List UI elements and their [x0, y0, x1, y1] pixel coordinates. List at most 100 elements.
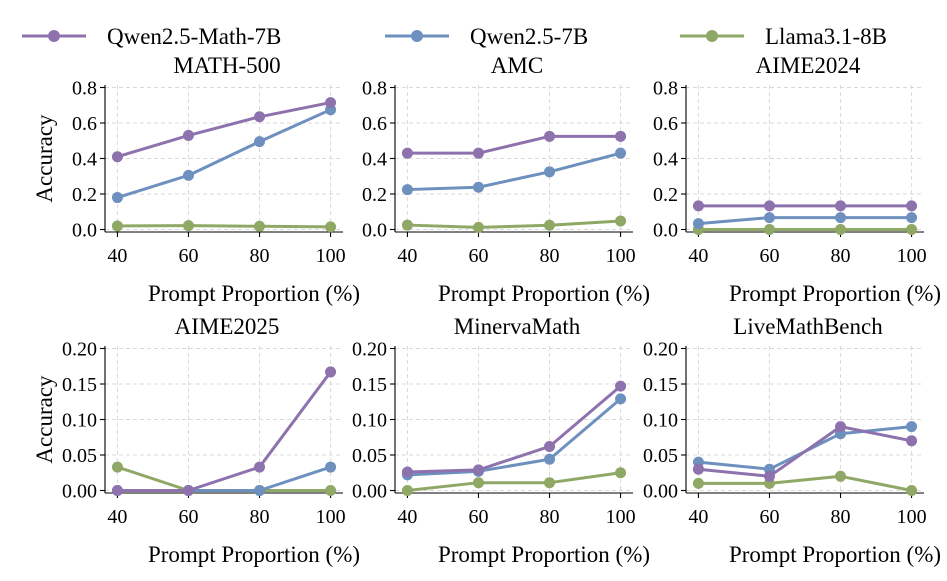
series-qwen2-5-7b [692, 212, 918, 230]
y-axis-label: Accuracy [32, 375, 57, 464]
x-tick-label: 100 [897, 245, 927, 267]
x-tick-label: 40 [397, 245, 417, 267]
series-llama3-1-8b [692, 224, 918, 235]
x-tick-label: 100 [316, 506, 346, 528]
data-point [615, 147, 627, 159]
legend-entry: Llama3.1-8B [680, 24, 887, 49]
series-line [407, 219, 621, 229]
x-tick-label: 100 [316, 245, 346, 267]
data-point [763, 470, 775, 482]
series-qwen2-5-math-7b [111, 366, 337, 496]
data-point [544, 166, 556, 178]
panel-math-500: MATH-500 0.0 0.2 0.4 0.6 0.8 40 60 80 100 Prompt P… [32, 53, 360, 306]
data-point [325, 97, 337, 109]
y-tick-label: 0.6 [653, 113, 678, 135]
data-point [254, 461, 266, 473]
data-point [401, 466, 413, 478]
data-point [401, 219, 413, 231]
panel-minervamath: MinervaMath 0.00 0.05 0.10 0.15 0.20 40 60 80 100… [352, 314, 650, 567]
y-tick-label: 0.15 [352, 374, 387, 396]
y-tick-label: 0.00 [643, 481, 678, 503]
data-point [544, 477, 556, 489]
data-point [692, 200, 704, 212]
x-tick-label: 60 [468, 506, 488, 528]
x-axis-label: Prompt Proportion (%) [729, 542, 941, 567]
x-tick-label: 100 [606, 506, 636, 528]
x-tick-label: 60 [468, 245, 488, 267]
panel-title: AMC [491, 53, 543, 78]
legend: Qwen2.5-Math-7B Qwen2.5-7B Llama3.1-8B [22, 24, 887, 49]
data-point [906, 421, 918, 433]
legend-entry: Qwen2.5-Math-7B [22, 24, 281, 49]
legend-marker [411, 30, 423, 42]
y-tick-label: 0.20 [62, 339, 97, 361]
x-axis-label: Prompt Proportion (%) [438, 542, 650, 567]
x-tick-label: 40 [688, 245, 708, 267]
data-point [835, 212, 847, 224]
series-llama3-1-8b [692, 470, 918, 496]
data-point [472, 464, 484, 476]
data-point [544, 440, 556, 452]
data-point [835, 421, 847, 433]
y-tick-label: 0.2 [362, 184, 387, 206]
y-tick-label: 0.15 [643, 374, 678, 396]
data-point [906, 212, 918, 224]
data-point [401, 485, 413, 496]
x-tick-label: 80 [250, 506, 270, 528]
y-tick-label: 0.05 [352, 445, 387, 467]
data-point [182, 485, 194, 496]
data-point [111, 192, 123, 204]
y-tick-label: 0.05 [62, 445, 97, 467]
series-line [698, 216, 912, 226]
series-llama3-1-8b [401, 215, 627, 233]
series-line [117, 224, 331, 229]
panel-livemathbench: LiveMathBench 0.00 0.05 0.10 0.15 0.20 40 60 80 1… [643, 314, 941, 567]
series-qwen2-5-math-7b [692, 200, 918, 212]
data-point [182, 129, 194, 141]
data-point [544, 453, 556, 465]
data-point [472, 147, 484, 159]
x-tick-label: 80 [831, 506, 851, 528]
panel-title: AIME2025 [175, 314, 280, 339]
data-point [111, 485, 123, 496]
data-point [906, 224, 918, 235]
panel-title: AIME2024 [756, 53, 861, 78]
panel-amc: AMC 0.0 0.2 0.4 0.6 0.8 40 60 80 100 Prompt Propor… [362, 53, 650, 306]
y-tick-label: 0.10 [643, 410, 678, 432]
x-tick-label: 60 [759, 506, 779, 528]
y-tick-label: 0.15 [62, 374, 97, 396]
data-point [615, 380, 627, 392]
legend-label: Llama3.1-8B [765, 24, 887, 49]
data-point [763, 224, 775, 235]
series-llama3-1-8b [401, 467, 627, 496]
x-tick-label: 40 [688, 506, 708, 528]
x-axis-label: Prompt Proportion (%) [438, 281, 650, 306]
data-point [692, 477, 704, 489]
series-qwen2-5-7b [401, 147, 627, 196]
data-point [835, 224, 847, 235]
x-tick-label: 60 [759, 245, 779, 267]
data-point [906, 200, 918, 212]
panel-title: MinervaMath [454, 314, 581, 339]
data-point [325, 366, 337, 378]
y-tick-label: 0.4 [362, 149, 387, 171]
y-tick-label: 0.00 [352, 481, 387, 503]
data-point [325, 461, 337, 473]
data-point [763, 200, 775, 212]
data-point [835, 200, 847, 212]
series-llama3-1-8b [111, 220, 337, 233]
y-tick-label: 0.00 [62, 481, 97, 503]
x-tick-label: 80 [250, 245, 270, 267]
data-point [906, 435, 918, 447]
x-tick-label: 60 [178, 245, 198, 267]
y-axis-label: Accuracy [32, 114, 57, 203]
data-point [692, 463, 704, 475]
data-point [472, 221, 484, 233]
y-tick-label: 0.0 [362, 220, 387, 242]
series-line [407, 134, 621, 155]
series-line [407, 397, 622, 477]
data-point [906, 485, 918, 496]
series-line [117, 371, 332, 492]
x-axis-label: Prompt Proportion (%) [148, 542, 360, 567]
x-tick-label: 80 [540, 245, 560, 267]
